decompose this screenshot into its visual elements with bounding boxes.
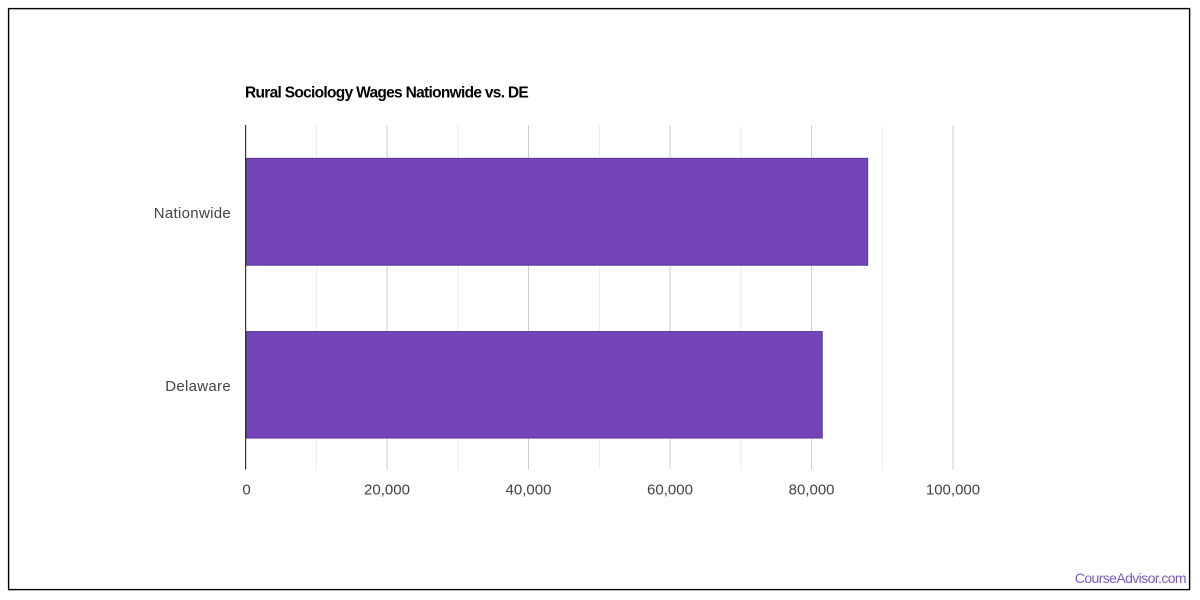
svg-text:Nationwide: Nationwide xyxy=(154,205,231,222)
svg-text:Rural Sociology Wages Nationwi: Rural Sociology Wages Nationwide vs. DE xyxy=(245,85,528,102)
svg-text:40,000: 40,000 xyxy=(506,482,552,499)
svg-text:80,000: 80,000 xyxy=(789,482,835,499)
svg-text:60,000: 60,000 xyxy=(647,482,693,499)
svg-text:20,000: 20,000 xyxy=(364,482,410,499)
svg-text:0: 0 xyxy=(242,482,250,499)
svg-text:Delaware: Delaware xyxy=(165,378,231,395)
svg-text:100,000: 100,000 xyxy=(926,482,980,499)
svg-text:CourseAdvisor.com: CourseAdvisor.com xyxy=(1075,570,1186,586)
